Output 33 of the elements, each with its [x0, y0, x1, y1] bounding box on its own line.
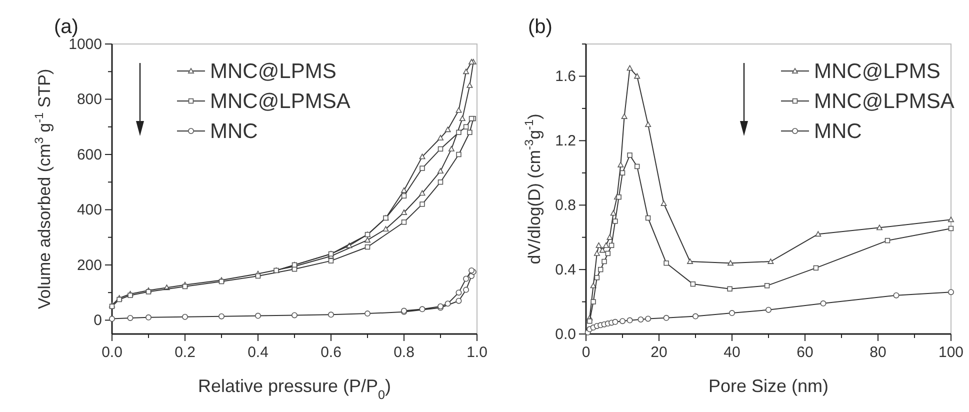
x-tick-label: 80 [870, 344, 886, 361]
chart-title: (a) [54, 16, 78, 38]
y-tick-label: 200 [76, 256, 102, 274]
y-tick-label: 1.2 [555, 132, 576, 150]
y-tick-label: 0 [94, 312, 102, 330]
y-tick-label: 1.6 [555, 68, 576, 86]
y-tick-label: 800 [76, 91, 102, 108]
y-tick-label: 0.8 [555, 197, 576, 214]
x-tick-label: 0.0 [102, 344, 122, 361]
x-tick-label: 60 [796, 344, 814, 361]
x-axis-title: Pore Size (nm) [708, 376, 829, 396]
x-tick-label: 0.2 [174, 344, 196, 361]
x-tick-label: 0 [582, 344, 590, 361]
legend-label: MNC [210, 120, 258, 143]
legend-label: MNC@LPMS [210, 60, 336, 83]
legend-label: MNC@LPMSA [814, 90, 954, 113]
x-tick-label: 100 [938, 344, 964, 361]
legend-label: MNC@LPMS [814, 60, 940, 83]
x-tick-label: 0.8 [394, 344, 414, 361]
y-tick-label: 0.0 [555, 326, 576, 343]
y-tick-label: 0.4 [555, 262, 576, 279]
x-tick-label: 0.6 [320, 344, 342, 361]
x-tick-label: 0.4 [248, 344, 268, 361]
x-axis-title: Relative pressure (P/P$_{0}$) [198, 376, 392, 402]
x-tick-label: 40 [724, 344, 740, 361]
y-tick-label: 400 [76, 202, 102, 219]
legend-label: MNC@LPMSA [210, 90, 350, 113]
y-tick-label: 1000 [68, 36, 102, 53]
y-tick-label: 600 [76, 146, 102, 164]
chart-title: (b) [528, 16, 552, 38]
x-tick-label: 20 [650, 344, 668, 361]
legend-label: MNC [814, 120, 862, 143]
x-tick-label: 1.0 [466, 344, 488, 361]
